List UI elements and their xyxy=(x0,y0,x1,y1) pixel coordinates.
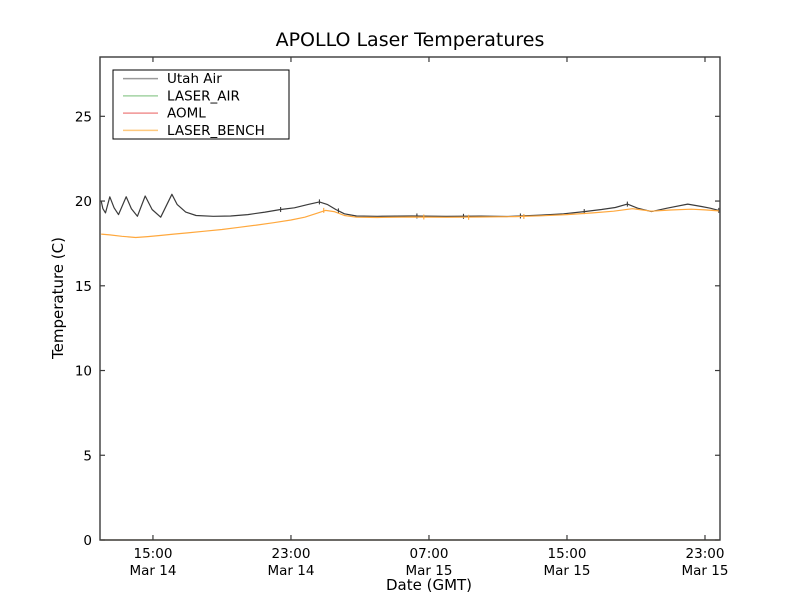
legend-label-utah-air: Utah Air xyxy=(167,71,222,87)
legend-item-laser-bench: LASER_BENCH xyxy=(123,123,265,139)
x-tick-label-date: Mar 15 xyxy=(544,563,591,579)
legend-label-aoml: AOML xyxy=(167,106,206,122)
x-tick-label-date: Mar 14 xyxy=(129,563,176,579)
y-tick-label: 10 xyxy=(75,364,92,380)
x-tick-label-time: 15:00 xyxy=(134,546,173,562)
y-tick-label: 15 xyxy=(75,279,92,295)
y-axis-label: Temperature (C) xyxy=(49,237,67,360)
series-line-utah-air xyxy=(100,193,719,218)
x-axis-label: Date (GMT) xyxy=(386,576,472,594)
legend-label-laser-air: LASER_AIR xyxy=(167,88,240,104)
y-tick-label: 20 xyxy=(75,194,92,210)
y-tick-label: 5 xyxy=(83,448,92,464)
legend-item-utah-air: Utah Air xyxy=(123,71,222,87)
chart-title: APOLLO Laser Temperatures xyxy=(276,29,545,51)
y-tick-label: 0 xyxy=(83,533,92,549)
x-tick-label-time: 07:00 xyxy=(410,546,449,562)
x-tick-label-time: 15:00 xyxy=(548,546,587,562)
x-tick-label-time: 23:00 xyxy=(272,546,311,562)
x-tick-label-date: Mar 15 xyxy=(682,563,729,579)
x-tick-label-date: Mar 14 xyxy=(267,563,314,579)
x-tick-label-date: Mar 15 xyxy=(405,563,452,579)
plot-border xyxy=(99,56,721,541)
y-tick-label: 25 xyxy=(75,109,92,125)
series-line-laser-bench xyxy=(101,208,719,239)
legend-box xyxy=(112,69,290,140)
legend-item-aoml: AOML xyxy=(123,106,206,122)
plot-area xyxy=(100,193,720,541)
x-tick-label-time: 23:00 xyxy=(686,546,725,562)
axes-frame xyxy=(99,56,721,541)
legend-label-laser-bench: LASER_BENCH xyxy=(167,123,265,139)
legend-item-laser-air: LASER_AIR xyxy=(123,88,240,104)
